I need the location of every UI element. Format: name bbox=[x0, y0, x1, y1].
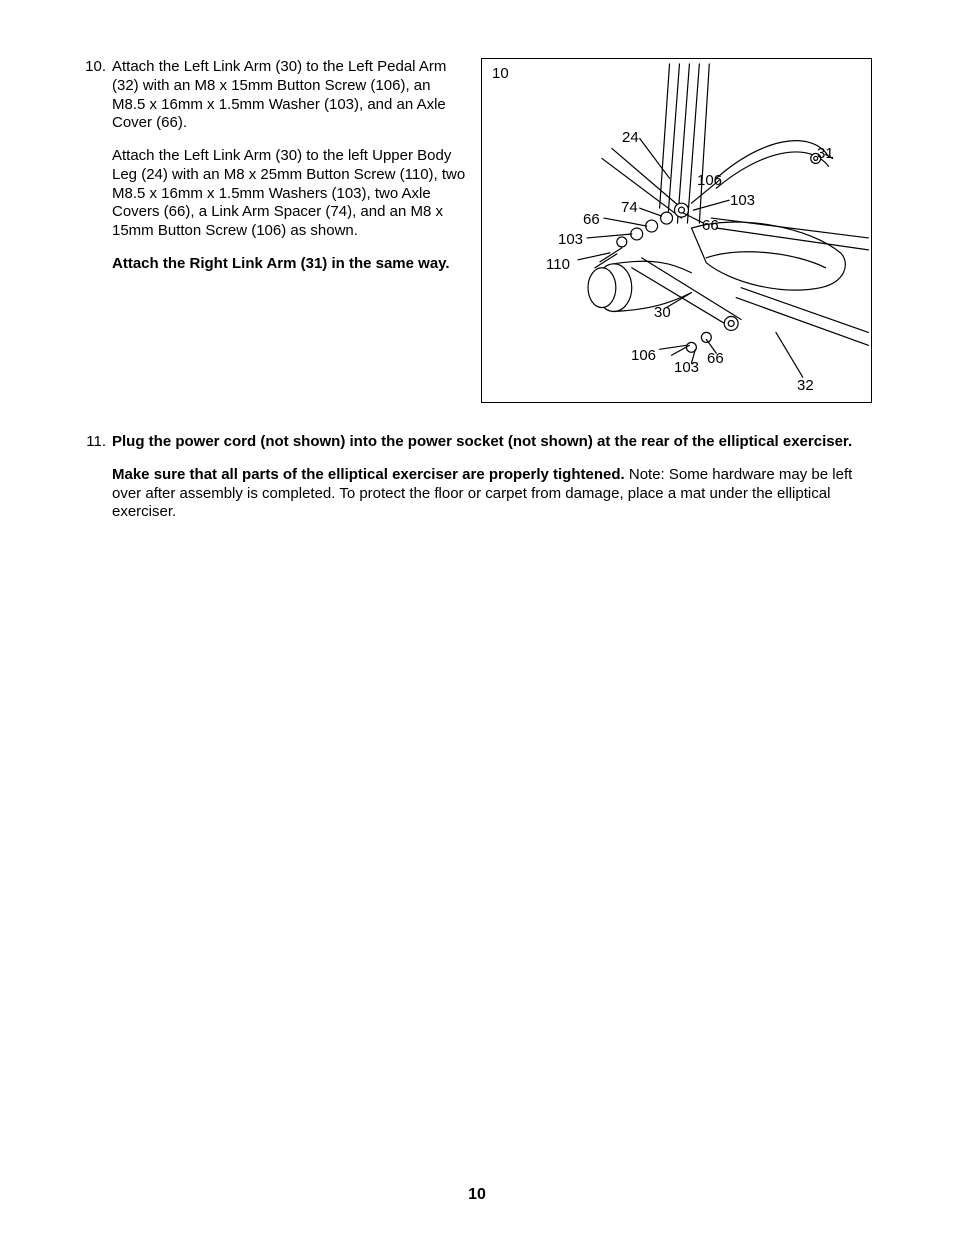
callout-103: 103 bbox=[730, 192, 755, 211]
step10-number: 10. bbox=[82, 58, 106, 288]
step11-para2: Make sure that all parts of the elliptic… bbox=[112, 466, 872, 522]
step11: 11. Plug the power cord (not shown) into… bbox=[82, 433, 872, 536]
step11-number: 11. bbox=[82, 433, 106, 536]
step10-para2: Attach the Left Link Arm (30) to the lef… bbox=[112, 147, 467, 241]
step11-para2-lead: Make sure that all parts of the elliptic… bbox=[112, 466, 625, 483]
callout-103: 103 bbox=[558, 231, 583, 250]
callout-110: 110 bbox=[546, 256, 570, 275]
step10-para1: Attach the Left Link Arm (30) to the Lef… bbox=[112, 58, 467, 133]
step10: 10. Attach the Left Link Arm (30) to the… bbox=[82, 58, 467, 288]
page: 10. Attach the Left Link Arm (30) to the… bbox=[0, 0, 954, 1235]
callout-24: 24 bbox=[622, 129, 639, 148]
step11-para1: Plug the power cord (not shown) into the… bbox=[112, 433, 872, 452]
callout-66: 66 bbox=[707, 350, 724, 369]
callout-106: 106 bbox=[697, 172, 722, 191]
step11-body: Plug the power cord (not shown) into the… bbox=[112, 433, 872, 536]
callout-66: 66 bbox=[702, 217, 719, 236]
step10-body: Attach the Left Link Arm (30) to the Lef… bbox=[112, 58, 467, 288]
callout-106: 106 bbox=[631, 347, 656, 366]
callout-32: 32 bbox=[797, 377, 814, 396]
callout-30: 30 bbox=[654, 304, 671, 323]
step10-row: 10. Attach the Left Link Arm (30) to the… bbox=[82, 58, 872, 403]
callout-31: 31 bbox=[817, 145, 834, 164]
step10-text-column: 10. Attach the Left Link Arm (30) to the… bbox=[82, 58, 467, 403]
step10-para3: Attach the Right Link Arm (31) in the sa… bbox=[112, 255, 467, 274]
figure-drawing bbox=[482, 59, 871, 402]
callout-74: 74 bbox=[621, 199, 638, 218]
callout-103: 103 bbox=[674, 359, 699, 378]
assembly-figure: 10 bbox=[481, 58, 872, 403]
callout-66: 66 bbox=[583, 211, 600, 230]
page-number: 10 bbox=[0, 1185, 954, 1205]
